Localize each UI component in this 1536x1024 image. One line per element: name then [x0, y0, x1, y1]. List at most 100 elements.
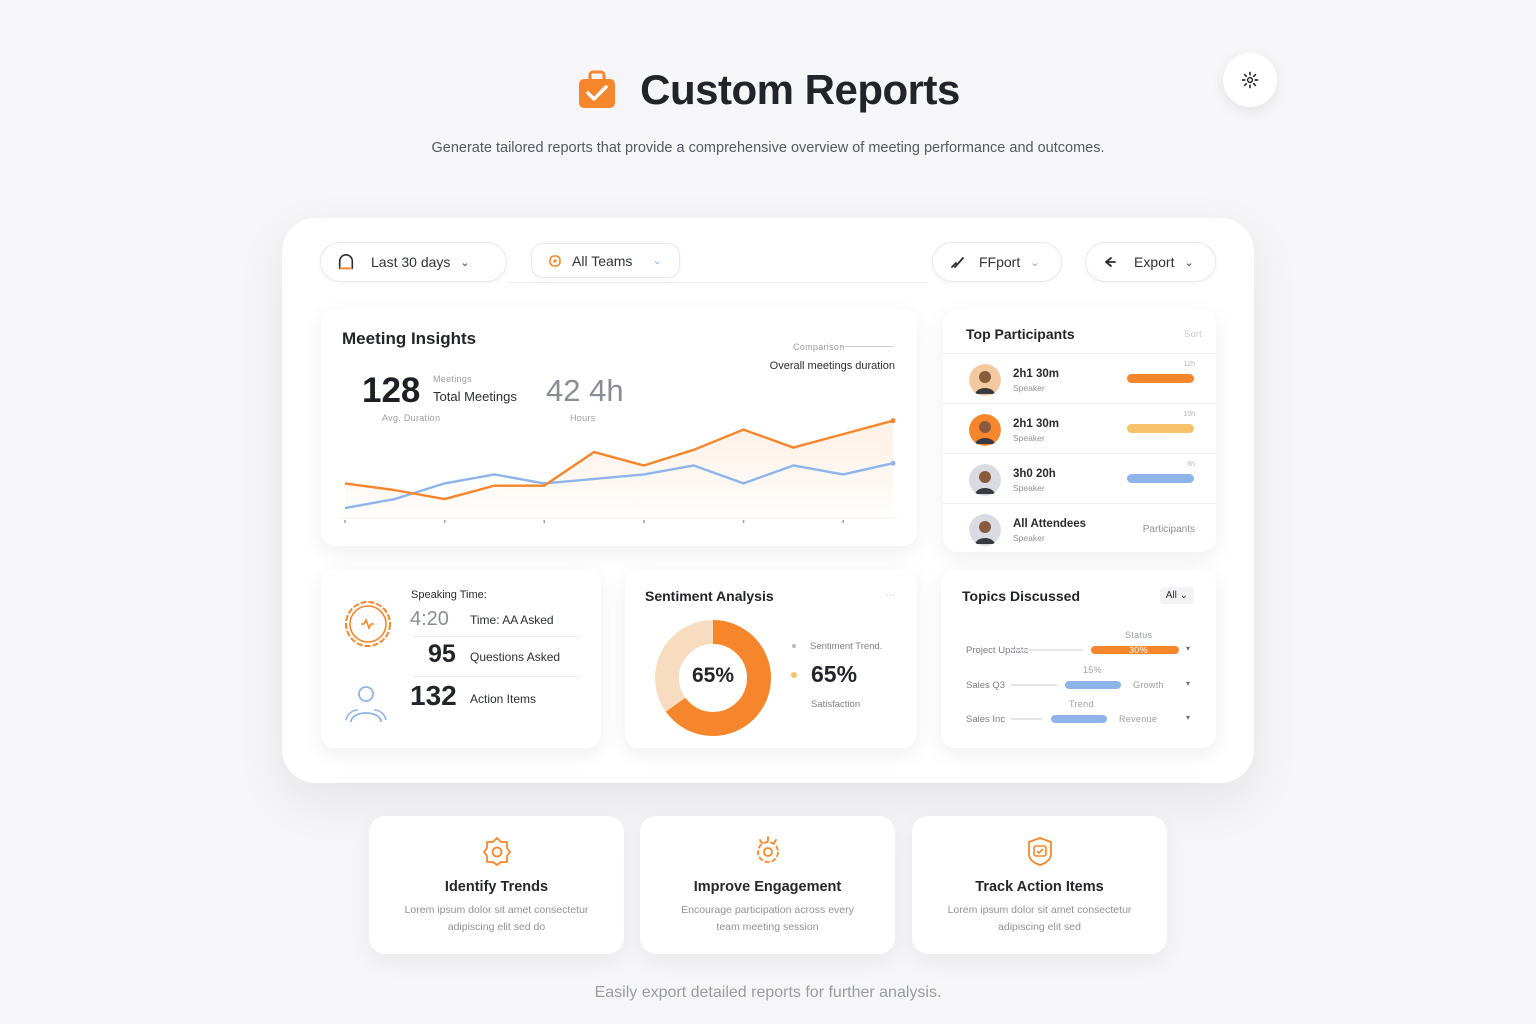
feature-card-action-items[interactable]: Track Action Items Lorem ipsum dolor sit…	[912, 816, 1167, 954]
avatar	[969, 464, 1001, 496]
topic-tag: Growth	[1133, 680, 1164, 690]
donut-value: 65%	[691, 664, 735, 687]
page-subtitle: Generate tailored reports that provide a…	[431, 140, 1105, 156]
series-line-duration	[344, 462, 894, 510]
meeting-insights-title: Meeting Insights	[342, 329, 477, 348]
avatar	[969, 514, 1001, 546]
page-header: Custom Reports	[0, 66, 1536, 114]
chevron-down-icon: ▾	[1186, 679, 1191, 688]
participant-note: 12h	[1183, 361, 1195, 368]
participant-name: 2h1 30m	[1013, 418, 1060, 430]
topic-track	[1011, 649, 1083, 651]
participant-role: Speaker	[1013, 383, 1045, 393]
speaking-time-caption: Time: AA Asked	[470, 613, 554, 627]
topic-tag: Revenue	[1119, 714, 1158, 724]
participant-row[interactable]: 2h1 30m Speaker 12h	[943, 353, 1216, 403]
top-participants-card: Top Participants Sort 2h1 30m Speaker 12h 2…	[943, 309, 1216, 552]
feature-description: Lorem ipsum dolor sit amet consectetur a…	[404, 904, 589, 933]
participant-row[interactable]: All Attendees Speaker Participants	[943, 503, 1216, 552]
feature-title: Improve Engagement	[693, 879, 842, 895]
chart-legend-tiny: Comparison	[793, 342, 845, 352]
topics-title: Topics Discussed	[962, 588, 1081, 604]
chart-legend: Overall meetings duration	[769, 360, 895, 372]
feature-description: Lorem ipsum dolor sit amet consectetur a…	[947, 904, 1132, 933]
action-items-label: Action Items	[470, 692, 537, 706]
check-icon	[951, 257, 964, 268]
topic-top-tag: 15%	[1083, 665, 1102, 675]
feature-title: Identify Trends	[444, 879, 549, 895]
trend-icon	[483, 837, 511, 866]
speaking-time-icon	[345, 601, 391, 647]
footer-note: Easily export detailed reports for furth…	[594, 984, 942, 1001]
top-participants-title: Top Participants	[966, 326, 1075, 342]
feature-card-trends[interactable]: Identify Trends Lorem ipsum dolor sit am…	[369, 816, 624, 954]
topic-top-tag: Trend	[1069, 699, 1094, 709]
topic-tag: 30%	[1129, 645, 1148, 655]
meetings-tiny-label: Meetings	[433, 374, 472, 384]
sentiment-card: Sentiment Analysis ⋯ 65% Sentiment Trend…	[625, 570, 917, 748]
series-end-point	[890, 460, 896, 466]
feature-title: Track Action Items	[975, 879, 1104, 895]
sentiment-title: Sentiment Analysis	[645, 588, 774, 604]
total-meetings-label: Total Meetings	[433, 389, 517, 404]
export-button[interactable]: Export ⌄	[1085, 242, 1216, 282]
participant-bar	[1127, 374, 1194, 383]
avg-tiny-label: Avg. Duration	[382, 413, 441, 423]
settings-button[interactable]	[1223, 53, 1277, 107]
speaking-time-value: 4:20	[410, 608, 449, 630]
chevron-down-icon: ▾	[1186, 644, 1191, 653]
participant-name: All Attendees	[1013, 518, 1087, 530]
participant-bar	[1127, 424, 1194, 433]
topic-bar	[1051, 715, 1107, 723]
chevron-down-icon: ⌄	[1030, 256, 1040, 269]
format-button[interactable]: FFport ⌄	[932, 242, 1062, 282]
speaking-time-label: Speaking Time:	[411, 589, 487, 601]
users-icon	[345, 686, 387, 723]
briefcase-check-icon	[579, 70, 616, 108]
date-range-select[interactable]: Last 30 days ⌄	[320, 242, 507, 282]
topic-track	[1011, 718, 1043, 720]
participant-note: 8h	[1187, 461, 1195, 468]
topic-label: Sales Q3	[966, 680, 1006, 691]
series-area	[345, 420, 893, 517]
metric-divider	[413, 676, 581, 677]
feature-card-engagement[interactable]: Improve Engagement Encourage participati…	[640, 816, 895, 954]
sentiment-more[interactable]: ⋯	[885, 590, 895, 600]
participant-role: Speaker	[1013, 533, 1045, 543]
total-meetings-value: 128	[362, 371, 421, 410]
sentiment-side-value: 65%	[811, 661, 858, 687]
participants-sort[interactable]: Sort	[1184, 329, 1202, 339]
team-filter-label: All Teams	[572, 252, 633, 269]
topics-card: Topics Discussed All ⌄ Project Update Sta…	[941, 570, 1216, 748]
chevron-down-icon: ⌄	[652, 255, 662, 267]
page-title: Custom Reports	[640, 66, 960, 113]
participant-role: Speaker	[1013, 483, 1045, 493]
team-filter-select[interactable]: All Teams ⌄	[531, 243, 680, 278]
bullet-dot	[791, 672, 797, 678]
participant-note: Participants	[1142, 524, 1195, 535]
bullet-dot	[792, 644, 796, 648]
participant-row[interactable]: 2h1 30m Speaker 10h	[943, 403, 1216, 453]
topics-filter[interactable]: All ⌄	[1159, 587, 1194, 604]
topic-bar	[1091, 646, 1179, 654]
series-end-point	[890, 418, 896, 424]
topic-bar	[1065, 681, 1121, 689]
hours-tiny-label: Hours	[570, 413, 596, 423]
participant-note: 10h	[1183, 411, 1195, 418]
toolbar-divider	[507, 282, 927, 283]
team-icon	[549, 254, 561, 267]
hours-value: 42 4h	[546, 373, 624, 408]
participant-row[interactable]: 3h0 20h Speaker 8h	[943, 453, 1216, 503]
chevron-down-icon: ⌄	[1184, 256, 1194, 269]
meeting-insights-chart	[341, 418, 897, 523]
topic-label: Sales Inc	[966, 714, 1006, 725]
meeting-insights-card: Meeting Insights 128 Meetings Total Meet…	[321, 309, 917, 546]
engagement-icon	[757, 836, 779, 863]
participant-name: 2h1 30m	[1013, 368, 1060, 380]
metrics-card: Speaking Time: 4:20 Time: AA Asked 95 Qu…	[321, 570, 601, 748]
sentiment-side-label: Sentiment Trend.	[810, 641, 883, 652]
legend-line	[841, 346, 894, 347]
participant-bar	[1127, 474, 1194, 483]
avatar	[969, 414, 1001, 446]
export-icon	[1105, 257, 1116, 267]
